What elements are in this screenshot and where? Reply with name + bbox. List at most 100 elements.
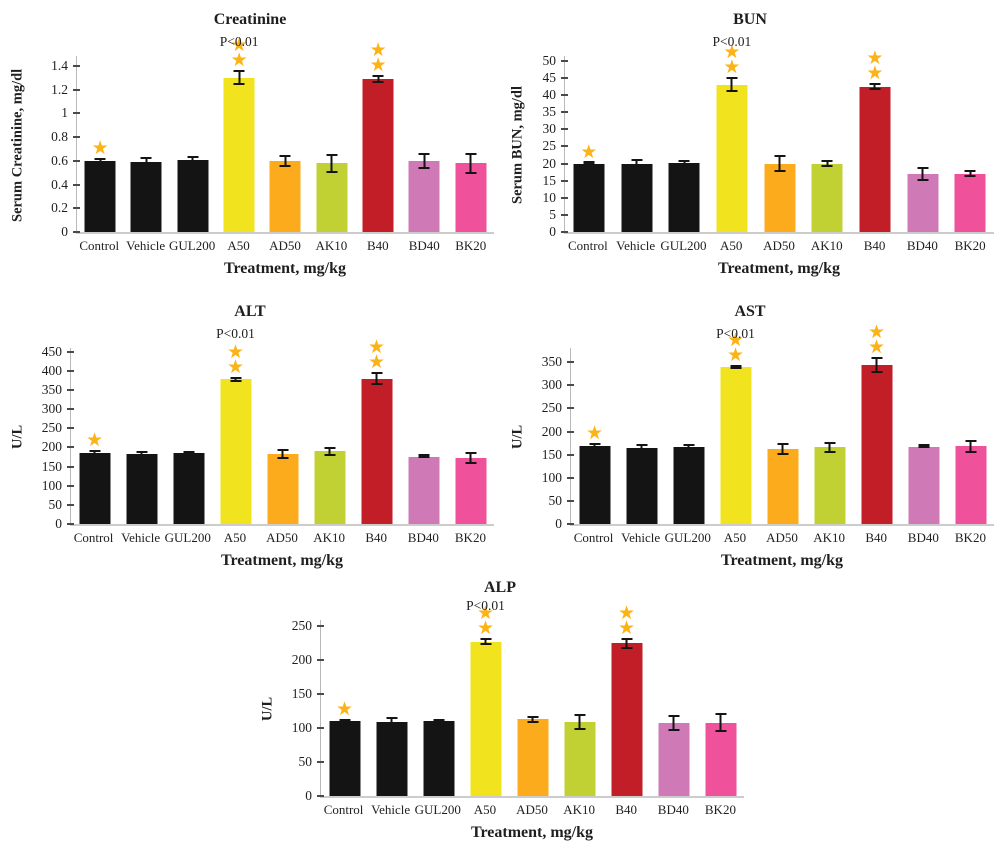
x-tick-label: Control <box>79 238 120 253</box>
plot-area: 0 50 100 150 200 250 ★ ★ ★ ★ ★ P<0.01 <box>292 598 744 803</box>
error-bar-line <box>778 157 781 171</box>
error-bar-line <box>93 452 96 455</box>
x-tick-label: B40 <box>615 802 638 817</box>
error-bar-line <box>625 639 628 647</box>
star-icon: ★ <box>369 39 387 61</box>
y-tick-label: 450 <box>41 343 62 359</box>
significance-stars: ★ ★ <box>723 43 740 77</box>
y-tick-mark <box>67 369 74 372</box>
y-tick-label: 250 <box>41 420 62 436</box>
bar-a50 <box>716 84 748 232</box>
y-axis-title: U/L <box>509 424 526 450</box>
y-tick-label: 150 <box>541 446 562 462</box>
y-tick-mark <box>67 408 74 411</box>
x-tick-label: Vehicle <box>126 238 166 253</box>
bar-bk20 <box>455 457 486 524</box>
significance-stars: ★ ★ <box>226 342 245 377</box>
y-axis-title: U/L <box>9 424 26 450</box>
bar-ak10 <box>811 163 843 232</box>
error-bar-line <box>140 453 143 455</box>
x-tick-label: B40 <box>367 238 389 253</box>
error-bar <box>726 77 738 93</box>
star-icon: ★ <box>226 342 245 364</box>
error-bar <box>187 156 199 164</box>
bar-control <box>329 720 360 796</box>
star-icon: ★ <box>476 603 495 625</box>
y-tick-mark <box>567 476 574 479</box>
significance-stars: ★ <box>580 143 597 162</box>
y-tick-mark <box>67 350 74 353</box>
error-bar <box>339 718 350 723</box>
x-tick-label: BD40 <box>408 238 440 253</box>
y-axis-title: U/L <box>259 696 276 722</box>
bar-column: ★ <box>321 620 368 796</box>
error-bar <box>965 439 976 453</box>
y-tick-label: 20 <box>542 155 557 171</box>
significance-stars: ★ ★ <box>727 331 744 365</box>
bar-gul200 <box>668 162 700 232</box>
error-bar <box>94 158 106 164</box>
x-tick-label: A50 <box>227 238 250 253</box>
y-tick-label: 300 <box>541 377 562 393</box>
y-tick-mark <box>561 213 568 216</box>
y-tick-mark <box>73 88 80 91</box>
x-tick-labels: Control Vehicle GUL200 A50 AD50 AK10 B40 BD40 BK… <box>70 526 494 548</box>
chart-title: BUN <box>733 11 767 28</box>
plot-area: 0 0.2 0.4 0.6 0.8 1 1.2 1.4 ★ ★ ★ ★ ★ P<0.01 <box>51 34 494 239</box>
bar-column: ★ ★ <box>212 342 259 524</box>
x-tick-label: B40 <box>365 530 388 545</box>
y-tick-mark <box>561 162 568 165</box>
y-tick-label: 50 <box>548 492 563 508</box>
error-bar-line <box>826 162 829 165</box>
y-tick-mark <box>561 231 568 233</box>
y-tick-mark <box>73 112 80 115</box>
error-bar <box>668 715 679 732</box>
x-tick-label: BK20 <box>954 530 986 545</box>
x-tick-labels: Control Vehicle GUL200 A50 AD50 AK10 B40 BD40 BK… <box>320 798 744 820</box>
error-bar <box>140 157 152 167</box>
error-bar <box>715 713 726 733</box>
bar-control <box>79 453 110 524</box>
x-tick-label: BD40 <box>657 802 689 817</box>
bar-column <box>415 620 462 796</box>
p-value-annotation: P<0.01 <box>712 34 752 49</box>
x-axis-title: Treatment, mg/kg <box>220 552 344 569</box>
bar-ad50 <box>269 160 301 232</box>
y-tick-label: 1 <box>61 105 68 121</box>
y-tick-label: 25 <box>542 138 557 154</box>
bar-group: ★ ★ ★ ★ ★ <box>571 323 994 524</box>
significance-stars: ★ ★ <box>476 603 495 638</box>
y-tick-label: 0 <box>61 224 68 239</box>
bar-column: ★ ★ <box>462 604 509 796</box>
bar-column <box>165 348 212 524</box>
y-tick-label: 15 <box>542 172 557 188</box>
error-bar-line <box>99 160 102 162</box>
error-bar-line <box>377 76 380 82</box>
bar-ak10 <box>316 163 348 232</box>
error-bar-line <box>875 358 878 372</box>
bar-column <box>665 348 712 524</box>
x-axis-title: Treatment, mg/kg <box>717 260 841 277</box>
bar-column: ★ ★ <box>353 338 400 524</box>
x-tick-label: GUL200 <box>660 238 707 253</box>
y-tick-label: 5 <box>549 206 556 222</box>
error-bar <box>136 451 147 457</box>
bar-vehicle <box>130 162 162 232</box>
y-tick-label: 0.6 <box>51 152 68 168</box>
y-tick-label: 150 <box>291 686 312 702</box>
error-bar <box>465 452 476 464</box>
bar-vehicle <box>376 721 407 796</box>
bar-ak10 <box>564 721 595 796</box>
bar-ak10 <box>314 451 345 524</box>
error-bar <box>583 161 595 166</box>
y-tick-label: 150 <box>41 458 62 474</box>
chart-alt: ALT U/L 0 50 100 150 200 250 300 350 400 450 ★ ★ ★ ★ ★ P<… <box>6 278 494 570</box>
bar-gul200 <box>177 159 209 232</box>
bar-column <box>400 348 447 524</box>
bar-a50 <box>223 77 255 232</box>
x-tick-labels: Control Vehicle GUL200 A50 AD50 AK10 B40 BD40 BK… <box>570 526 994 548</box>
error-bar <box>774 155 786 173</box>
star-icon: ★ <box>230 50 248 72</box>
y-tick-label: 400 <box>41 362 62 378</box>
chart-bun: BUN Serum BUN, mg/dl 0 5 10 15 20 25 30 35 40 45 50 ★… <box>506 6 994 278</box>
